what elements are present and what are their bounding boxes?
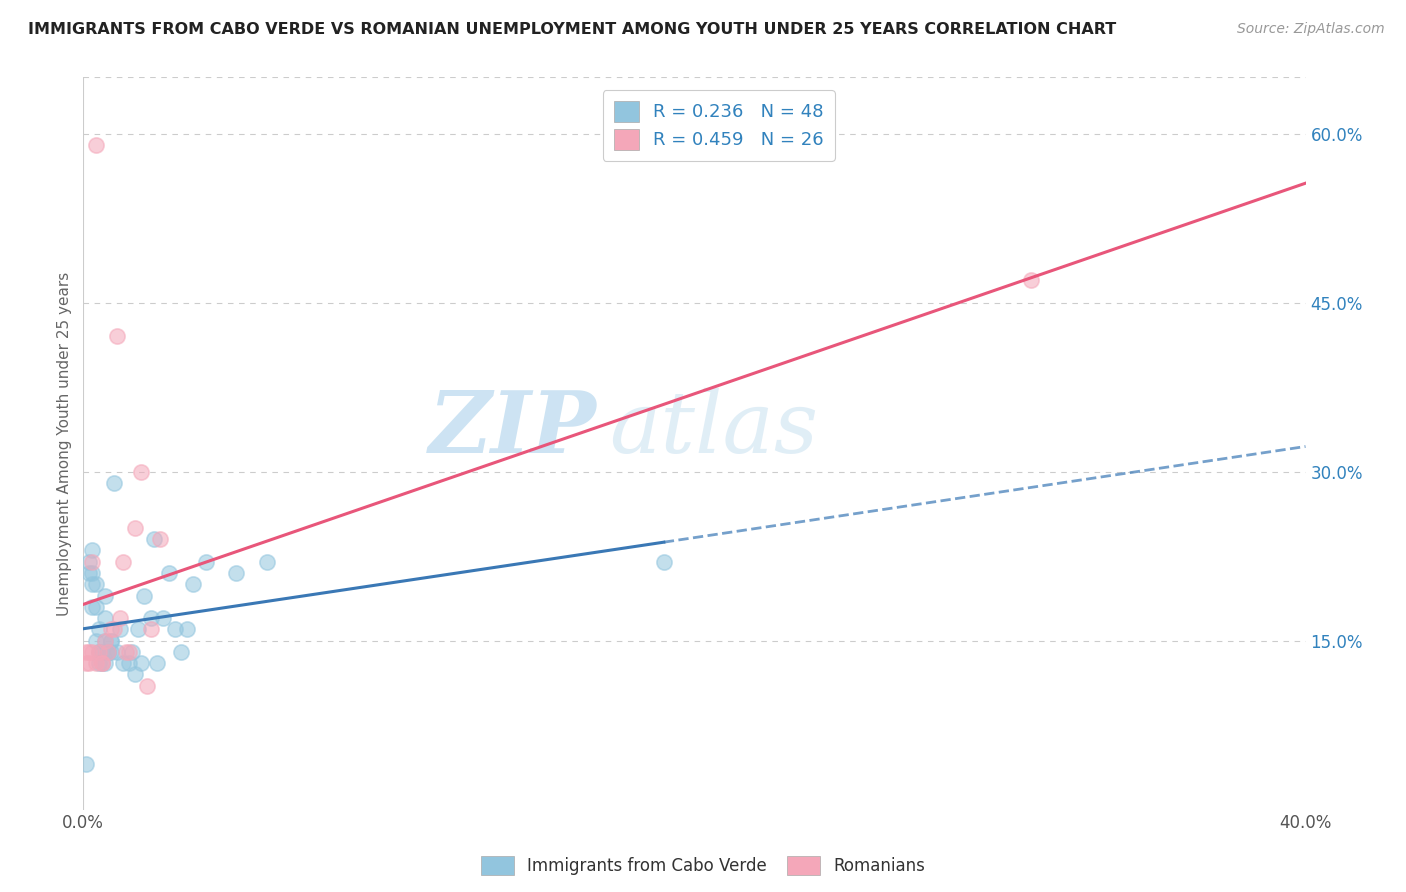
Point — [87, 656, 110, 670]
Point — [118, 645, 141, 659]
Point — [82, 599, 104, 614]
Point — [93, 656, 115, 670]
Point — [225, 566, 247, 580]
Point — [82, 555, 104, 569]
Point — [124, 521, 146, 535]
Point — [124, 667, 146, 681]
Legend: Immigrants from Cabo Verde, Romanians: Immigrants from Cabo Verde, Romanians — [474, 849, 932, 882]
Point — [90, 656, 112, 670]
Point — [108, 611, 131, 625]
Point — [181, 577, 204, 591]
Point — [82, 543, 104, 558]
Point — [84, 656, 107, 670]
Point — [111, 555, 134, 569]
Point — [100, 645, 122, 659]
Point — [79, 555, 101, 569]
Point — [93, 633, 115, 648]
Point — [87, 645, 110, 659]
Text: IMMIGRANTS FROM CABO VERDE VS ROMANIAN UNEMPLOYMENT AMONG YOUTH UNDER 25 YEARS C: IMMIGRANTS FROM CABO VERDE VS ROMANIAN U… — [28, 22, 1116, 37]
Point — [134, 589, 156, 603]
Point — [118, 656, 141, 670]
Point — [75, 656, 97, 670]
Point — [170, 645, 193, 659]
Point — [108, 623, 131, 637]
Point — [79, 566, 101, 580]
Point — [84, 577, 107, 591]
Point — [79, 656, 101, 670]
Legend: R = 0.236   N = 48, R = 0.459   N = 26: R = 0.236 N = 48, R = 0.459 N = 26 — [603, 90, 835, 161]
Point — [111, 656, 134, 670]
Point — [103, 623, 125, 637]
Point — [256, 555, 278, 569]
Point — [97, 645, 120, 659]
Point — [121, 645, 143, 659]
Point — [82, 645, 104, 659]
Point — [152, 611, 174, 625]
Point — [87, 623, 110, 637]
Text: ZIP: ZIP — [429, 387, 596, 471]
Point — [1019, 273, 1042, 287]
Point — [115, 645, 138, 659]
Point — [131, 465, 153, 479]
Point — [84, 633, 107, 648]
Point — [82, 566, 104, 580]
Point — [157, 566, 180, 580]
Point — [105, 645, 128, 659]
Point — [131, 656, 153, 670]
Point — [87, 645, 110, 659]
Point — [87, 645, 110, 659]
Point — [149, 533, 172, 547]
Point — [139, 623, 162, 637]
Point — [90, 656, 112, 670]
Point — [97, 645, 120, 659]
Point — [163, 623, 186, 637]
Point — [145, 656, 167, 670]
Point — [84, 138, 107, 153]
Point — [100, 633, 122, 648]
Point — [90, 645, 112, 659]
Point — [97, 645, 120, 659]
Point — [139, 611, 162, 625]
Point — [82, 577, 104, 591]
Point — [100, 623, 122, 637]
Point — [176, 623, 198, 637]
Text: Source: ZipAtlas.com: Source: ZipAtlas.com — [1237, 22, 1385, 37]
Point — [79, 645, 101, 659]
Point — [652, 555, 675, 569]
Point — [93, 611, 115, 625]
Point — [127, 623, 149, 637]
Point — [103, 475, 125, 490]
Text: atlas: atlas — [609, 387, 818, 470]
Y-axis label: Unemployment Among Youth under 25 years: Unemployment Among Youth under 25 years — [58, 271, 72, 615]
Point — [100, 633, 122, 648]
Point — [90, 656, 112, 670]
Point — [75, 757, 97, 772]
Point — [142, 533, 165, 547]
Point — [84, 599, 107, 614]
Point — [75, 645, 97, 659]
Point — [136, 679, 159, 693]
Point — [105, 329, 128, 343]
Point — [194, 555, 217, 569]
Point — [93, 589, 115, 603]
Point — [93, 633, 115, 648]
